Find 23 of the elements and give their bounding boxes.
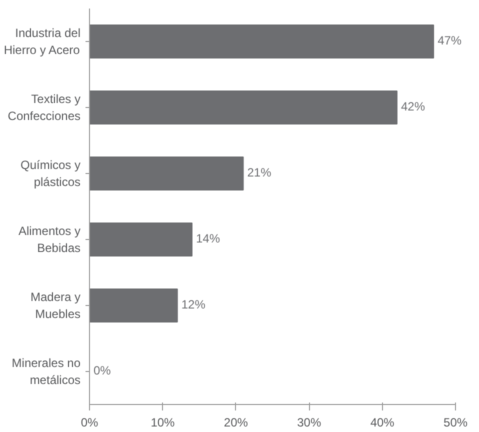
y-tick-label: Industria del Hierro y Acero (4, 26, 80, 57)
data-label: 12% (181, 298, 206, 312)
y-tick-label: Químicos y plásticos (20, 158, 81, 189)
data-label: 42% (400, 100, 426, 114)
y-tick-label: Textiles y Confecciones (8, 92, 81, 123)
x-tick-label: 40% (370, 416, 395, 430)
x-tick-label: 30% (297, 416, 322, 430)
x-tick-label: 50% (444, 416, 468, 430)
y-tick-label: Madera y Muebles (30, 290, 81, 321)
bar (90, 24, 434, 58)
data-label: 14% (196, 232, 220, 246)
bar (90, 222, 192, 256)
x-tick-label: 0% (80, 416, 98, 430)
y-tick-label: Alimentos y Bebidas (18, 224, 81, 255)
data-label: 47% (438, 34, 462, 48)
y-tick-label: Minerales no metálicos (12, 356, 81, 387)
bar (90, 90, 398, 124)
data-label: 0% (94, 364, 112, 378)
bar (90, 156, 244, 190)
bar (90, 288, 178, 322)
x-tick-label: 20% (224, 416, 248, 430)
x-tick-label: 10% (150, 416, 176, 430)
data-label: 21% (247, 166, 272, 180)
